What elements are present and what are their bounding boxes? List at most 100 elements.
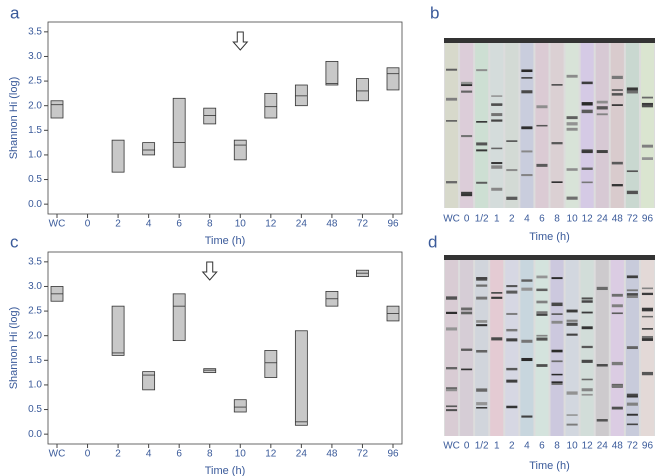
gel-band — [491, 296, 503, 299]
gel-band — [536, 124, 548, 127]
gel-band — [491, 147, 503, 150]
box — [233, 399, 247, 413]
gel-band — [521, 77, 533, 79]
gel-band — [536, 288, 548, 291]
gel-band — [491, 337, 503, 341]
x-tick-label: 96 — [387, 219, 399, 230]
gel-band — [551, 302, 563, 307]
gel-band — [611, 93, 623, 96]
gel-band — [641, 287, 653, 290]
gel-lane — [610, 260, 624, 436]
box — [172, 293, 186, 342]
x-tick-label: WC — [49, 449, 66, 460]
y-axis-title: Shannon Hi (log) — [8, 307, 20, 390]
gel-band — [551, 360, 563, 363]
gel-band — [446, 327, 458, 331]
gel-band — [626, 346, 638, 350]
gel-band — [521, 415, 533, 418]
gel-band — [521, 174, 533, 177]
gel-band — [551, 181, 563, 183]
gel-band — [611, 293, 623, 297]
gel-lane — [445, 260, 459, 436]
y-tick-label: 3.5 — [28, 26, 42, 37]
gel-band — [506, 290, 518, 294]
gel-band — [566, 319, 578, 322]
x-tick-label: 4 — [146, 449, 152, 460]
y-tick-label: 3.5 — [28, 256, 42, 267]
x-tick-label: 10 — [235, 219, 247, 230]
gel-band — [491, 165, 503, 169]
gel-band — [491, 103, 503, 106]
y-tick-label: 3.0 — [28, 51, 42, 62]
gel-band — [641, 102, 653, 107]
gel-band — [476, 402, 488, 406]
x-tick-label: 2 — [115, 449, 121, 460]
lane-label: 2 — [509, 441, 515, 452]
gel-lane — [460, 260, 474, 436]
gel-band — [611, 75, 623, 80]
gel-band — [476, 277, 488, 281]
gel-band — [566, 122, 578, 126]
gel-band — [536, 105, 548, 109]
gel-band — [611, 384, 623, 388]
gel-band — [626, 413, 638, 416]
lane-label: 1/2 — [475, 441, 489, 452]
lane-label: 6 — [539, 441, 545, 452]
gel-band — [581, 150, 593, 154]
panel-label: d — [428, 232, 437, 251]
x-tick-label: 2 — [115, 219, 121, 230]
lane-label: 72 — [627, 441, 639, 452]
gel-band — [536, 300, 548, 304]
box — [264, 92, 278, 119]
gel-axis-title: Time (h) — [529, 231, 570, 243]
gel-band — [596, 106, 608, 110]
x-tick-label: WC — [49, 219, 66, 230]
gel-band — [446, 409, 458, 412]
gel-lane — [580, 43, 594, 208]
x-tick-label: 24 — [296, 219, 308, 230]
gel-band — [596, 286, 608, 291]
gel-band — [611, 406, 623, 410]
gel-band — [581, 345, 593, 349]
gel-band — [506, 338, 518, 342]
gel-band — [581, 388, 593, 392]
lane-label: 24 — [597, 214, 609, 225]
gel-band — [446, 120, 458, 122]
x-tick-label: 0 — [85, 219, 91, 230]
gel-band — [506, 379, 518, 383]
gel-band — [536, 334, 548, 337]
gel-band — [641, 315, 653, 318]
gel-band — [566, 168, 578, 171]
box — [325, 60, 339, 86]
y-tick-label: 1.5 — [28, 355, 42, 366]
gel-band — [596, 100, 608, 104]
gel-band — [641, 335, 653, 340]
gel-band — [641, 104, 653, 108]
gel-lane — [595, 260, 609, 436]
gel-band — [536, 337, 548, 341]
x-tick-label: 0 — [85, 449, 91, 460]
gel-top — [444, 255, 655, 260]
gel-band — [491, 119, 503, 122]
x-tick-label: 6 — [176, 449, 182, 460]
y-tick-label: 1.0 — [28, 150, 42, 161]
box — [50, 100, 64, 119]
gel-band — [566, 423, 578, 426]
gel-band — [476, 407, 488, 409]
y-tick-label: 3.0 — [28, 281, 42, 292]
y-tick-label: 1.5 — [28, 125, 42, 136]
gel-band — [641, 144, 653, 148]
gel-band — [521, 90, 533, 94]
lane-label: 8 — [554, 214, 560, 225]
gel-band — [461, 311, 473, 315]
gel-lane — [625, 43, 639, 208]
y-axis-title: Shannon Hi (log) — [8, 77, 20, 160]
gel-band — [521, 126, 533, 129]
gel-band — [446, 181, 458, 184]
lane-label: 10 — [567, 214, 579, 225]
gel-lane — [610, 43, 624, 208]
y-tick-label: 1.0 — [28, 380, 42, 391]
gel-band — [506, 367, 518, 371]
gel-band — [581, 378, 593, 381]
x-tick-label: 24 — [296, 449, 308, 460]
